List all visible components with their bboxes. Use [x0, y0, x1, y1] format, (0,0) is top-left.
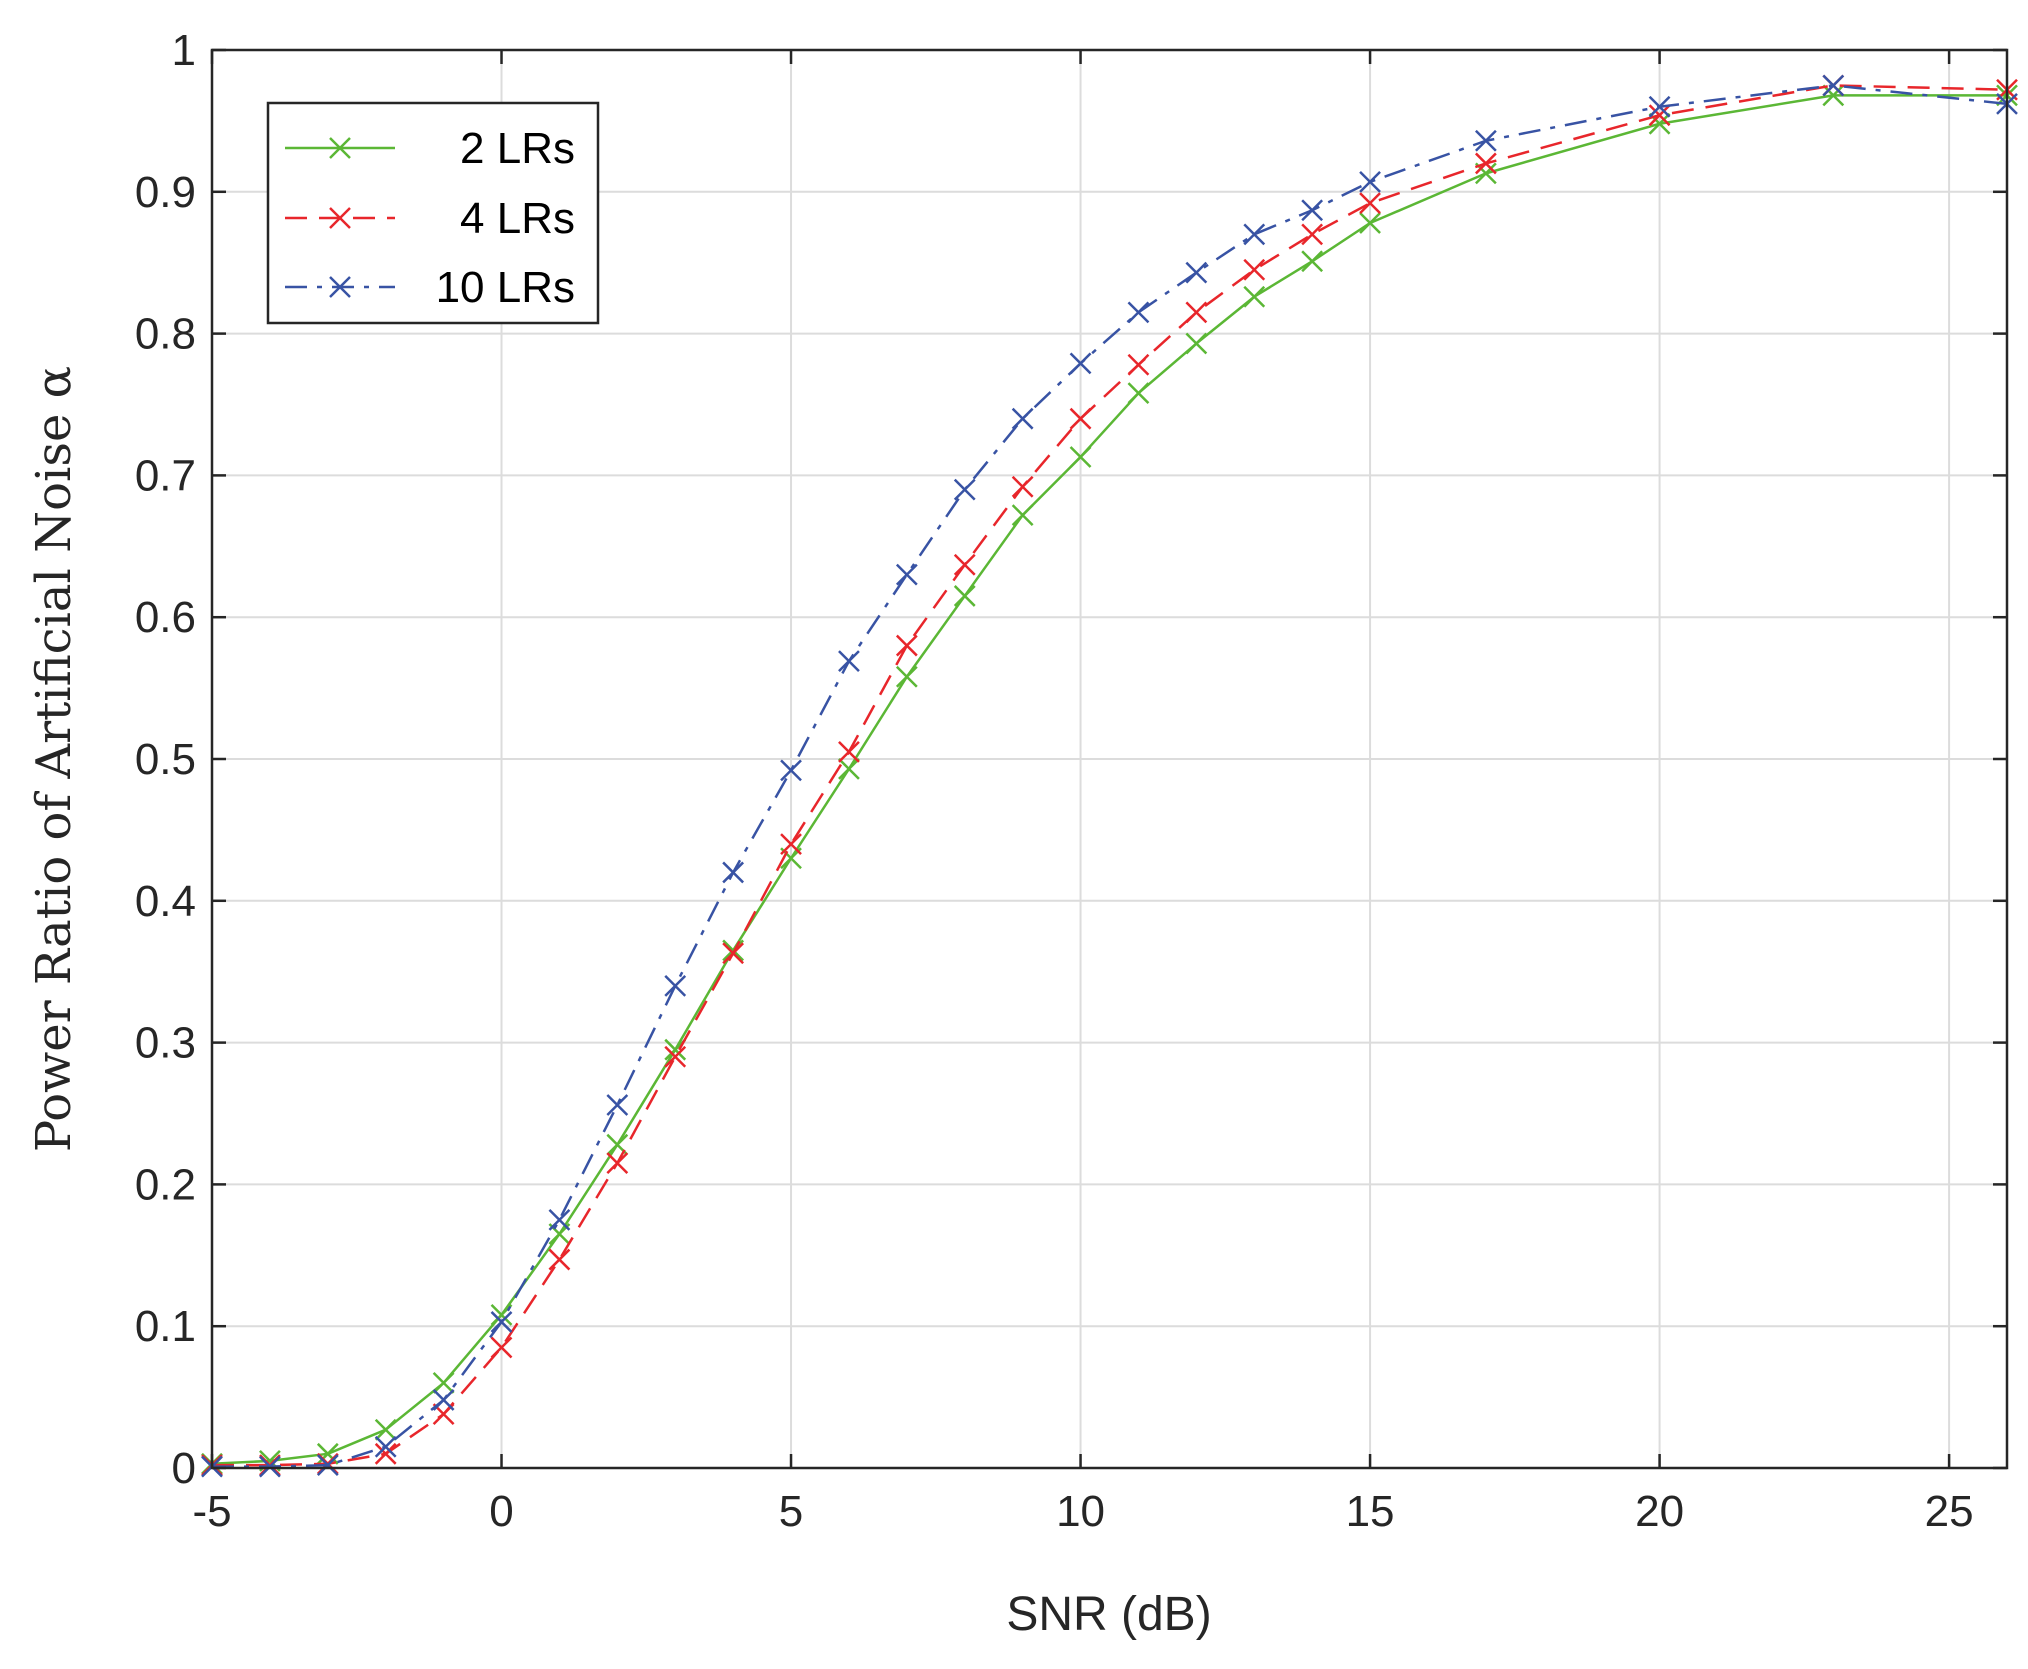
data-point: [374, 1418, 397, 1441]
ticks: [210, 48, 2007, 1470]
y-tick-label: 0: [172, 1444, 196, 1493]
data-point: [1822, 74, 1845, 97]
legend-label: 2 LRs: [460, 124, 575, 173]
data-point: [316, 1454, 339, 1477]
legend: 2 LRs 4 LRs 10 LRs: [266, 101, 600, 325]
data-point: [1011, 504, 1034, 526]
data-point: [1359, 212, 1381, 234]
data-point: [548, 1208, 571, 1231]
data-point: [895, 634, 918, 657]
data-point: [1185, 332, 1208, 355]
data-point: [1127, 301, 1150, 324]
data-point: [1301, 199, 1324, 222]
data-point: [1243, 258, 1266, 281]
legend-marker: [329, 137, 351, 159]
data-point: [1359, 170, 1381, 193]
data-point: [1069, 407, 1092, 430]
data-point: [1011, 407, 1034, 430]
data-point: [1185, 261, 1208, 284]
x-tick-label: 20: [1635, 1487, 1684, 1536]
grid: [212, 50, 2007, 1468]
data-point: [1474, 129, 1497, 152]
data-point: [490, 1336, 513, 1359]
data-point: [259, 1455, 281, 1478]
y-tick-label: 0.1: [135, 1302, 196, 1351]
data-point: [1069, 352, 1092, 375]
x-axis-title: SNR (dB): [1006, 1588, 1211, 1641]
data-point: [432, 1389, 455, 1411]
data-point: [664, 1045, 687, 1068]
data-point: [780, 759, 802, 782]
x-tick-label: 5: [779, 1487, 803, 1536]
legend-entry: 2 LRs: [285, 124, 575, 173]
legend-marker: [329, 276, 351, 298]
data-point: [838, 741, 860, 763]
x-tick-label: -5: [192, 1487, 231, 1536]
data-point: [895, 665, 918, 688]
data-point: [374, 1435, 397, 1458]
legend-marker: [329, 207, 351, 229]
data-point: [1648, 95, 1671, 118]
data-point: [1359, 192, 1381, 215]
x-tick-label: 25: [1925, 1487, 1974, 1536]
y-tick-label: 0.7: [135, 451, 196, 500]
legend-label: 4 LRs: [460, 194, 575, 243]
legend-box: [266, 101, 600, 325]
y-tick-label: 0.8: [135, 310, 196, 359]
data-point: [1185, 301, 1208, 324]
x-tick-label: 0: [489, 1487, 513, 1536]
data-point: [1127, 353, 1150, 376]
data-point: [1069, 446, 1092, 468]
data-point: [1301, 250, 1324, 273]
y-tick-label: 0.4: [135, 877, 196, 926]
data-point: [722, 942, 745, 965]
data-point: [606, 1152, 629, 1175]
data-point: [895, 563, 918, 586]
data-point: [780, 833, 802, 855]
legend-label: 10 LRs: [436, 263, 575, 312]
data-point: [1127, 382, 1150, 405]
legend-entry: 4 LRs: [285, 194, 575, 243]
data-point: [1474, 152, 1497, 175]
data-point: [432, 1372, 455, 1394]
legend-entry: 10 LRs: [285, 263, 575, 312]
data-point: [316, 1442, 339, 1465]
y-tick-label: 0.2: [135, 1160, 196, 1209]
y-tick-label: 1: [172, 26, 196, 75]
data-point: [490, 1311, 513, 1333]
data-point: [606, 1094, 629, 1116]
data-point: [838, 650, 860, 673]
data-point: [953, 553, 976, 576]
data-point: [722, 939, 745, 962]
data-point: [1243, 223, 1266, 246]
x-tick-label: 15: [1346, 1487, 1395, 1536]
data-point: [1822, 84, 1845, 107]
data-point: [1011, 475, 1034, 498]
data-point: [838, 758, 860, 780]
y-tick-label: 0.3: [135, 1019, 196, 1068]
data-point: [722, 861, 745, 884]
data-point: [548, 1248, 571, 1271]
data-point: [374, 1442, 397, 1465]
data-point: [664, 974, 687, 997]
data-point: [1301, 223, 1324, 246]
y-axis-title: Power Ratio of Artificial Noise α: [26, 366, 82, 1152]
y-tick-label: 0.9: [135, 168, 196, 217]
y-tick-label: 0.6: [135, 593, 196, 642]
tick-labels: -5 0 5 10 15 20 2500.10.20.30.40.50.60.70.80.9…: [135, 26, 1974, 1536]
x-tick-label: 10: [1056, 1487, 1105, 1536]
legend-entries: 2 LRs 4 LRs 10 LRs: [285, 124, 575, 312]
y-tick-label: 0.5: [135, 735, 196, 784]
data-point: [1243, 285, 1266, 308]
data-point: [953, 478, 976, 501]
data-point: [953, 585, 976, 607]
data-point: [1648, 104, 1671, 127]
